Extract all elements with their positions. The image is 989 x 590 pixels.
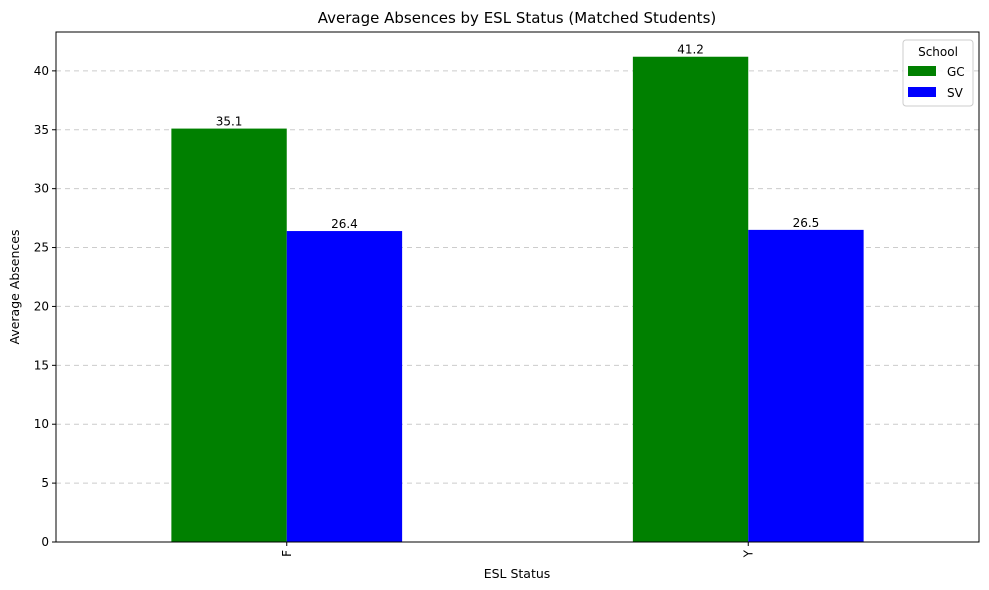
legend-title: School <box>918 45 958 59</box>
y-tick-label-10: 10 <box>34 417 49 431</box>
data-label-sv-y: 26.5 <box>793 216 820 230</box>
y-tick-label-15: 15 <box>34 358 49 372</box>
y-tick-label-0: 0 <box>41 535 49 549</box>
data-label-sv-f: 26.4 <box>331 217 358 231</box>
bar-gc-f <box>171 128 287 543</box>
legend-label-sv: SV <box>947 86 964 100</box>
legend-label-gc: GC <box>947 65 965 79</box>
plot-area-frame <box>55 31 980 543</box>
y-axis: 0 5 10 15 20 25 30 35 40 <box>34 64 56 549</box>
chart-title: Average Absences by ESL Status (Matched … <box>318 9 716 27</box>
y-tick-label-35: 35 <box>34 123 49 137</box>
bar-sv-f <box>286 231 403 543</box>
legend-swatch-sv <box>908 87 936 97</box>
bar-gc-y <box>632 56 749 543</box>
y-tick-label-5: 5 <box>41 476 49 490</box>
data-labels: 35.1 26.4 41.2 26.5 <box>216 43 820 231</box>
legend-swatch-gc <box>908 66 936 76</box>
bar-sv-y <box>748 229 864 542</box>
bars <box>171 56 864 543</box>
y-tick-label-25: 25 <box>34 241 49 255</box>
x-tick-label-y: Y <box>741 549 755 558</box>
y-tick-label-20: 20 <box>34 299 49 313</box>
x-tick-label-f: F <box>280 550 294 557</box>
y-tick-label-30: 30 <box>34 182 49 196</box>
y-axis-label: Average Absences <box>7 230 22 345</box>
x-axis-label: ESL Status <box>484 566 551 581</box>
y-tick-label-40: 40 <box>34 64 49 78</box>
data-label-gc-f: 35.1 <box>216 115 243 129</box>
legend: School GC SV <box>902 39 974 107</box>
data-label-gc-y: 41.2 <box>677 43 704 57</box>
